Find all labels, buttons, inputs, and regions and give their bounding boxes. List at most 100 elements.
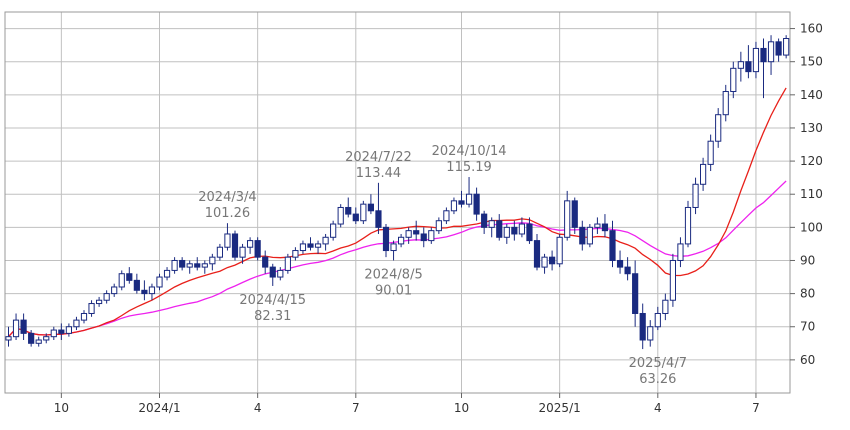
candle-body-down — [420, 233, 427, 242]
candle-body-down — [231, 233, 239, 258]
candle-body-up — [730, 67, 737, 93]
candle-body-down — [382, 226, 390, 252]
candle-body-down — [141, 289, 148, 295]
y-axis-ticks: 60 70 80 90 100 110 120 130 140 150 160 — [790, 22, 823, 367]
candle-body-up — [216, 246, 224, 258]
candle-body-up — [767, 41, 775, 63]
candle-body-down — [28, 332, 35, 344]
candle-body-down — [345, 206, 352, 215]
candle-body-down — [616, 259, 624, 268]
candle-body-up — [156, 276, 163, 288]
candle-body-up — [337, 206, 344, 225]
candle-body-down — [639, 312, 646, 341]
y-tick-label: 60 — [800, 353, 815, 367]
y-tick-label: 70 — [800, 320, 815, 334]
x-tick-label: 2025/1 — [539, 401, 581, 415]
candle-body-up — [405, 230, 412, 238]
candle-body-up — [277, 269, 284, 278]
y-tick-label: 150 — [800, 55, 823, 69]
candle-body-up — [73, 319, 80, 328]
candle-body-down — [760, 47, 767, 63]
candle-body-up — [715, 114, 722, 142]
candle-body-down — [262, 256, 269, 268]
candle-body-down — [179, 259, 186, 268]
candle-body-up — [148, 286, 156, 295]
candle-body-down — [496, 220, 503, 238]
candle-body-up — [80, 312, 88, 321]
candle-body-down — [269, 266, 276, 278]
candle-body-up — [171, 259, 178, 271]
candle-body-up — [111, 286, 118, 295]
candle-body-down — [58, 329, 65, 334]
candle-body-down — [413, 230, 420, 235]
candlesticks — [5, 35, 790, 350]
candle-body-up — [684, 206, 692, 245]
candle-body-up — [209, 256, 216, 265]
annotation-value: 82.31 — [254, 309, 291, 324]
candle-body-up — [428, 230, 435, 242]
candle-body-up — [450, 200, 458, 212]
candle-body-down — [624, 266, 631, 275]
candle-body-up — [322, 236, 329, 245]
candle-body-up — [96, 299, 103, 305]
candle-body-up — [390, 243, 397, 252]
y-tick-label: 130 — [800, 121, 823, 135]
annotation-date: 2024/8/5 — [364, 267, 422, 282]
candle-body-up — [65, 326, 73, 334]
x-tick-label: 7 — [352, 401, 360, 415]
moving-averages — [8, 87, 787, 338]
candle-body-up — [292, 250, 299, 258]
candle-body-up — [201, 263, 208, 268]
candle-body-up — [707, 140, 714, 165]
candle-body-up — [50, 329, 57, 338]
candle-body-down — [133, 279, 140, 291]
x-tick-label: 2024/1 — [138, 401, 180, 415]
x-axis-ticks: 10 2024/1 4 7 10 2025/1 4 7 — [54, 393, 760, 415]
x-tick-label: 4 — [254, 401, 262, 415]
candle-body-up — [654, 312, 661, 328]
candle-body-down — [194, 263, 201, 268]
candle-body-up — [239, 246, 246, 258]
candle-body-up — [284, 256, 291, 271]
candle-body-up — [662, 299, 669, 314]
candle-body-up — [88, 303, 95, 314]
candle-body-down — [473, 193, 480, 215]
candle-body-down — [745, 61, 752, 73]
moving-average-long-line — [8, 180, 787, 338]
candle-body-up — [586, 226, 593, 245]
candle-body-up — [564, 200, 571, 238]
candle-body-down — [352, 213, 359, 222]
candle-body-down — [481, 213, 488, 228]
candle-body-up — [330, 223, 337, 238]
candle-body-down — [601, 223, 609, 232]
candle-body-down — [549, 256, 556, 265]
candle-body-up — [35, 339, 42, 344]
annotation-value: 63.26 — [639, 372, 676, 387]
y-tick-label: 120 — [800, 154, 823, 168]
candle-body-up — [43, 336, 50, 341]
annotation-date: 2024/3/4 — [198, 190, 256, 205]
candle-body-down — [609, 230, 616, 261]
candle-body-up — [783, 38, 790, 56]
candle-body-up — [443, 210, 450, 222]
candle-body-up — [669, 259, 676, 301]
candle-body-up — [503, 226, 510, 238]
candle-body-up — [224, 233, 231, 248]
candle-body-up — [465, 193, 473, 205]
candle-body-up — [737, 61, 744, 69]
candle-body-up — [677, 243, 684, 261]
candle-body-down — [533, 240, 541, 268]
candle-body-down — [775, 41, 782, 56]
x-tick-label: 7 — [752, 401, 760, 415]
candle-body-up — [594, 223, 601, 228]
plot-border — [4, 11, 791, 394]
candle-body-down — [571, 200, 578, 228]
candle-body-down — [579, 226, 586, 245]
y-tick-label: 100 — [800, 220, 823, 234]
annotation-date: 2024/10/14 — [432, 144, 507, 159]
candle-body-up — [398, 236, 405, 245]
moving-average-short-line — [8, 87, 787, 338]
